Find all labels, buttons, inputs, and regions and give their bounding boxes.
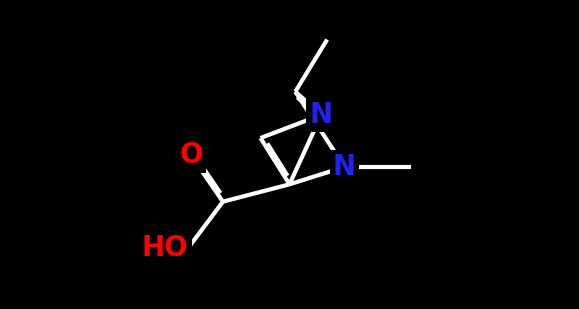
Text: HO: HO xyxy=(141,234,188,262)
Text: N: N xyxy=(333,153,356,181)
Text: O: O xyxy=(179,142,203,169)
Text: N: N xyxy=(310,101,333,129)
